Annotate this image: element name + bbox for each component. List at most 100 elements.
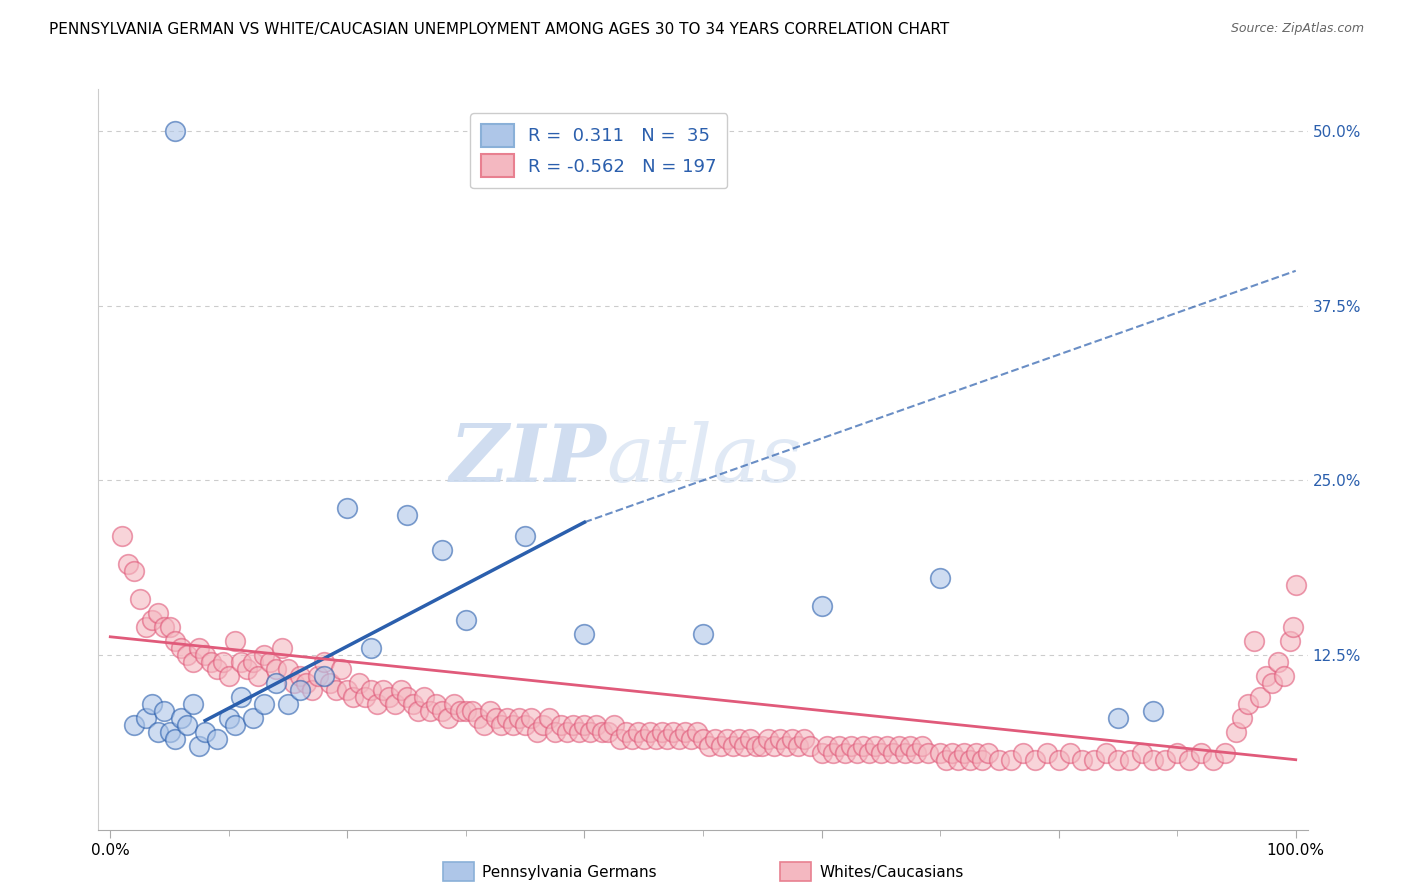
Point: [212, 655, 235, 669]
Point: [959, 753, 981, 767]
Point: [769, 731, 792, 746]
Point: [242, 655, 264, 669]
Point: [194, 724, 217, 739]
Point: [633, 731, 655, 746]
Point: [935, 753, 957, 767]
Point: [810, 599, 832, 613]
Point: [1261, 676, 1284, 690]
Point: [218, 669, 240, 683]
Point: [1107, 753, 1129, 767]
Point: [307, 669, 329, 683]
Point: [467, 711, 489, 725]
Point: [917, 746, 939, 760]
Point: [1237, 697, 1260, 711]
Point: [395, 508, 418, 523]
Point: [194, 648, 217, 662]
Point: [277, 697, 299, 711]
Point: [1213, 746, 1236, 760]
Point: [858, 746, 880, 760]
Point: [1000, 753, 1022, 767]
Point: [484, 711, 506, 725]
Point: [531, 718, 554, 732]
Point: [141, 613, 163, 627]
Point: [727, 731, 749, 746]
Point: [1083, 753, 1105, 767]
Point: [1142, 753, 1164, 767]
Point: [419, 704, 441, 718]
Point: [401, 697, 423, 711]
Point: [681, 731, 703, 746]
Point: [432, 543, 454, 558]
Point: [941, 746, 963, 760]
Point: [443, 697, 465, 711]
Point: [1024, 753, 1046, 767]
Point: [668, 731, 690, 746]
Point: [697, 739, 720, 753]
Point: [1130, 746, 1153, 760]
Point: [609, 731, 631, 746]
Point: [165, 634, 187, 648]
Point: [181, 697, 204, 711]
Point: [277, 662, 299, 676]
Point: [537, 711, 560, 725]
Point: [437, 711, 460, 725]
Point: [1178, 753, 1201, 767]
Point: [264, 662, 287, 676]
Point: [384, 697, 406, 711]
Point: [218, 711, 240, 725]
Point: [152, 704, 174, 718]
Point: [650, 724, 672, 739]
Point: [863, 739, 886, 753]
Point: [129, 592, 152, 607]
Point: [395, 690, 418, 704]
Point: [1249, 690, 1271, 704]
Point: [200, 655, 222, 669]
Point: [638, 724, 661, 739]
Point: [620, 731, 643, 746]
Point: [1047, 753, 1070, 767]
Point: [756, 731, 779, 746]
Point: [336, 682, 359, 697]
Point: [347, 676, 370, 690]
Point: [515, 529, 537, 543]
Point: [710, 739, 733, 753]
Point: [301, 682, 323, 697]
Point: [686, 724, 709, 739]
Point: [574, 718, 596, 732]
Point: [425, 697, 447, 711]
Point: [869, 746, 891, 760]
Point: [627, 724, 650, 739]
Point: [574, 627, 596, 641]
Point: [1095, 746, 1118, 760]
Point: [135, 711, 157, 725]
Point: [692, 731, 714, 746]
Point: [1243, 634, 1265, 648]
Point: [1232, 711, 1254, 725]
Point: [366, 697, 388, 711]
Point: [371, 682, 394, 697]
Point: [229, 655, 252, 669]
Point: [810, 746, 832, 760]
Point: [852, 739, 875, 753]
Point: [259, 655, 281, 669]
Point: [740, 731, 762, 746]
Point: [644, 731, 666, 746]
Point: [970, 753, 993, 767]
Point: [515, 718, 537, 732]
Point: [264, 676, 287, 690]
Point: [882, 746, 904, 760]
Point: [454, 704, 477, 718]
Point: [823, 746, 845, 760]
Point: [170, 711, 193, 725]
Point: [834, 746, 856, 760]
Point: [1189, 746, 1212, 760]
Point: [839, 739, 862, 753]
Point: [544, 724, 567, 739]
Point: [876, 739, 898, 753]
Point: [673, 724, 696, 739]
Point: [181, 655, 204, 669]
Point: [205, 731, 228, 746]
Point: [603, 718, 626, 732]
Point: [325, 682, 347, 697]
Point: [288, 669, 311, 683]
